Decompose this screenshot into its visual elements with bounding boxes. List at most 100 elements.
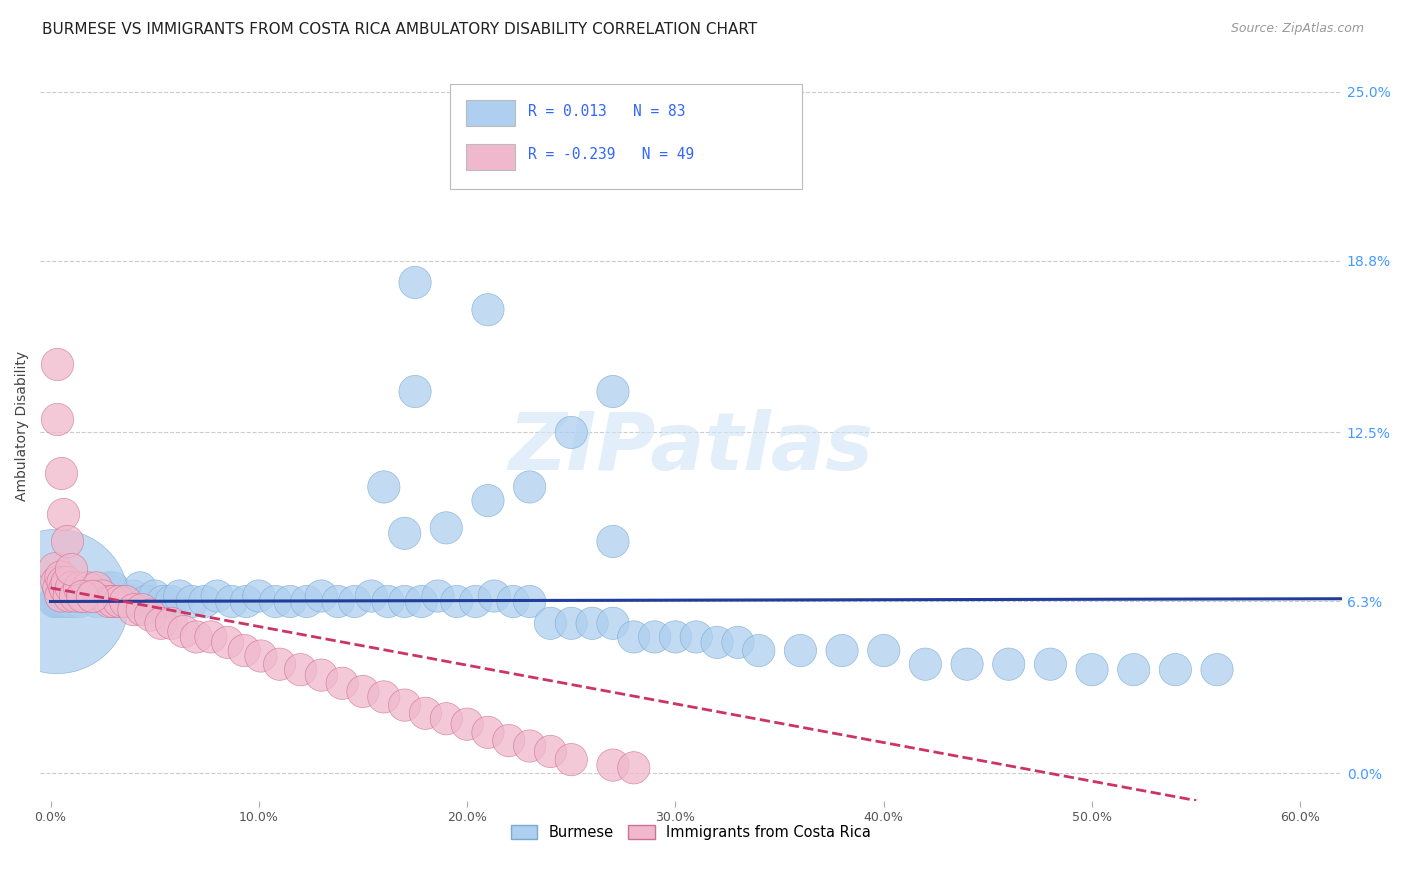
- Point: [560, 616, 582, 631]
- Point: [748, 643, 770, 657]
- Point: [118, 594, 141, 608]
- Point: [519, 739, 541, 753]
- Point: [181, 594, 204, 608]
- Point: [82, 589, 104, 603]
- Point: [247, 589, 270, 603]
- Point: [250, 648, 273, 663]
- Point: [82, 589, 104, 603]
- Point: [264, 594, 287, 608]
- Point: [139, 608, 162, 623]
- Point: [73, 589, 96, 603]
- Point: [205, 589, 228, 603]
- Point: [45, 411, 67, 425]
- Point: [343, 594, 366, 608]
- Point: [60, 562, 83, 576]
- Point: [873, 643, 896, 657]
- Point: [1206, 663, 1229, 677]
- Point: [434, 521, 457, 535]
- Point: [56, 575, 79, 590]
- Point: [456, 717, 478, 731]
- Point: [434, 712, 457, 726]
- Point: [48, 594, 70, 608]
- Point: [48, 594, 70, 608]
- Point: [52, 594, 75, 608]
- Bar: [465, 100, 516, 127]
- Point: [477, 725, 499, 739]
- Legend: Burmese, Immigrants from Costa Rica: Burmese, Immigrants from Costa Rica: [505, 819, 877, 846]
- Point: [477, 302, 499, 317]
- Point: [311, 668, 333, 682]
- Point: [233, 643, 256, 657]
- Point: [52, 507, 75, 521]
- Point: [69, 581, 91, 595]
- Point: [122, 602, 145, 616]
- Point: [404, 276, 426, 290]
- Point: [108, 594, 131, 608]
- Point: [415, 706, 437, 721]
- Point: [56, 594, 79, 608]
- Point: [377, 594, 399, 608]
- Point: [105, 594, 128, 608]
- Point: [77, 589, 100, 603]
- Point: [235, 594, 257, 608]
- Point: [45, 357, 67, 371]
- Point: [352, 684, 374, 698]
- Point: [97, 594, 120, 608]
- Point: [160, 594, 183, 608]
- Point: [65, 594, 87, 608]
- Point: [53, 594, 76, 608]
- Point: [560, 753, 582, 767]
- Point: [129, 581, 152, 595]
- Point: [49, 594, 72, 608]
- Point: [831, 643, 853, 657]
- Point: [91, 589, 114, 603]
- Point: [956, 657, 979, 672]
- Point: [86, 581, 108, 595]
- Point: [1122, 663, 1144, 677]
- Point: [311, 589, 333, 603]
- Point: [152, 594, 174, 608]
- Text: Source: ZipAtlas.com: Source: ZipAtlas.com: [1230, 22, 1364, 36]
- Point: [464, 594, 486, 608]
- Point: [581, 616, 603, 631]
- Point: [77, 581, 100, 595]
- Point: [53, 581, 76, 595]
- Point: [1039, 657, 1062, 672]
- Point: [97, 581, 120, 595]
- Point: [502, 594, 524, 608]
- Point: [540, 616, 562, 631]
- Point: [44, 594, 66, 608]
- Point: [49, 589, 72, 603]
- Point: [685, 630, 707, 644]
- Point: [44, 594, 66, 608]
- Point: [49, 570, 72, 584]
- Point: [49, 594, 72, 608]
- Point: [394, 698, 416, 712]
- Point: [326, 594, 349, 608]
- Point: [427, 589, 450, 603]
- Point: [477, 493, 499, 508]
- Point: [269, 657, 291, 672]
- Bar: [465, 144, 516, 169]
- Point: [373, 480, 395, 494]
- Point: [446, 594, 468, 608]
- Point: [221, 594, 243, 608]
- Point: [44, 562, 66, 576]
- Point: [217, 635, 239, 649]
- Point: [194, 594, 217, 608]
- Point: [65, 589, 87, 603]
- Point: [789, 643, 811, 657]
- Point: [122, 589, 145, 603]
- Point: [101, 594, 124, 608]
- Point: [52, 575, 75, 590]
- Point: [48, 581, 70, 595]
- Point: [706, 635, 728, 649]
- Point: [644, 630, 666, 644]
- Point: [484, 589, 506, 603]
- Point: [404, 384, 426, 399]
- Point: [60, 594, 83, 608]
- Point: [360, 589, 382, 603]
- Point: [160, 616, 183, 631]
- Point: [101, 581, 124, 595]
- Point: [394, 526, 416, 541]
